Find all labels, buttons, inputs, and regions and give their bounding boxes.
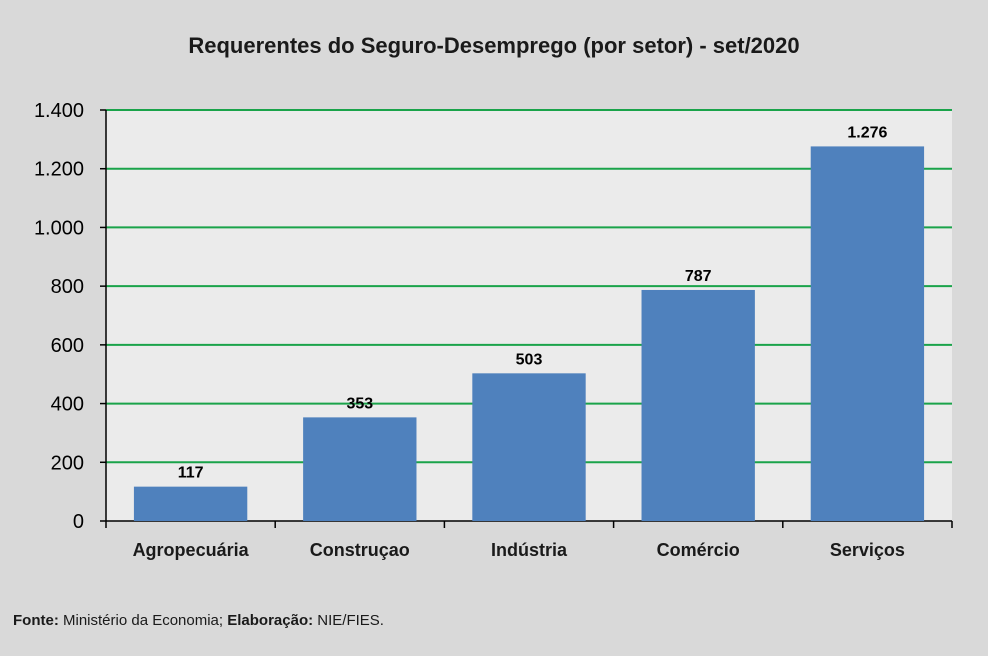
bar-0 [133,486,248,521]
y-tick-label: 1.400 [34,100,84,122]
bar-1 [303,417,417,521]
chart-title: Requerentes do Seguro-Desemprego (por se… [188,33,800,58]
prepared-label: Elaboração: [227,612,314,629]
bar-4 [810,146,925,521]
data-label: 117 [178,465,204,482]
x-tick-label: Indústria [491,540,568,560]
bar-2 [472,373,586,521]
y-tick-label: 1.200 [34,159,84,181]
source-text: Ministério da Economia; [63,612,224,629]
data-label: 1.276 [847,124,887,141]
y-tick-label: 400 [51,394,84,416]
y-tick-label: 0 [73,511,84,533]
x-tick-label: Agropecuária [133,540,250,560]
bar-3 [641,289,755,521]
data-label: 787 [685,268,712,285]
y-tick-label: 800 [51,276,84,298]
source-label: Fonte: [13,612,59,629]
y-tick-label: 600 [51,335,84,357]
y-tick-label: 200 [51,452,84,474]
data-label: 353 [346,395,373,412]
x-tick-label: Comércio [657,540,740,560]
prepared-text: NIE/FIES. [317,612,384,629]
x-tick-label: Construçao [310,540,410,560]
data-label: 503 [516,351,543,368]
y-tick-label: 1.000 [34,217,84,239]
x-tick-label: Serviços [830,540,905,560]
source-note: Fonte: Ministério da Economia; Elaboraçã… [13,612,384,629]
